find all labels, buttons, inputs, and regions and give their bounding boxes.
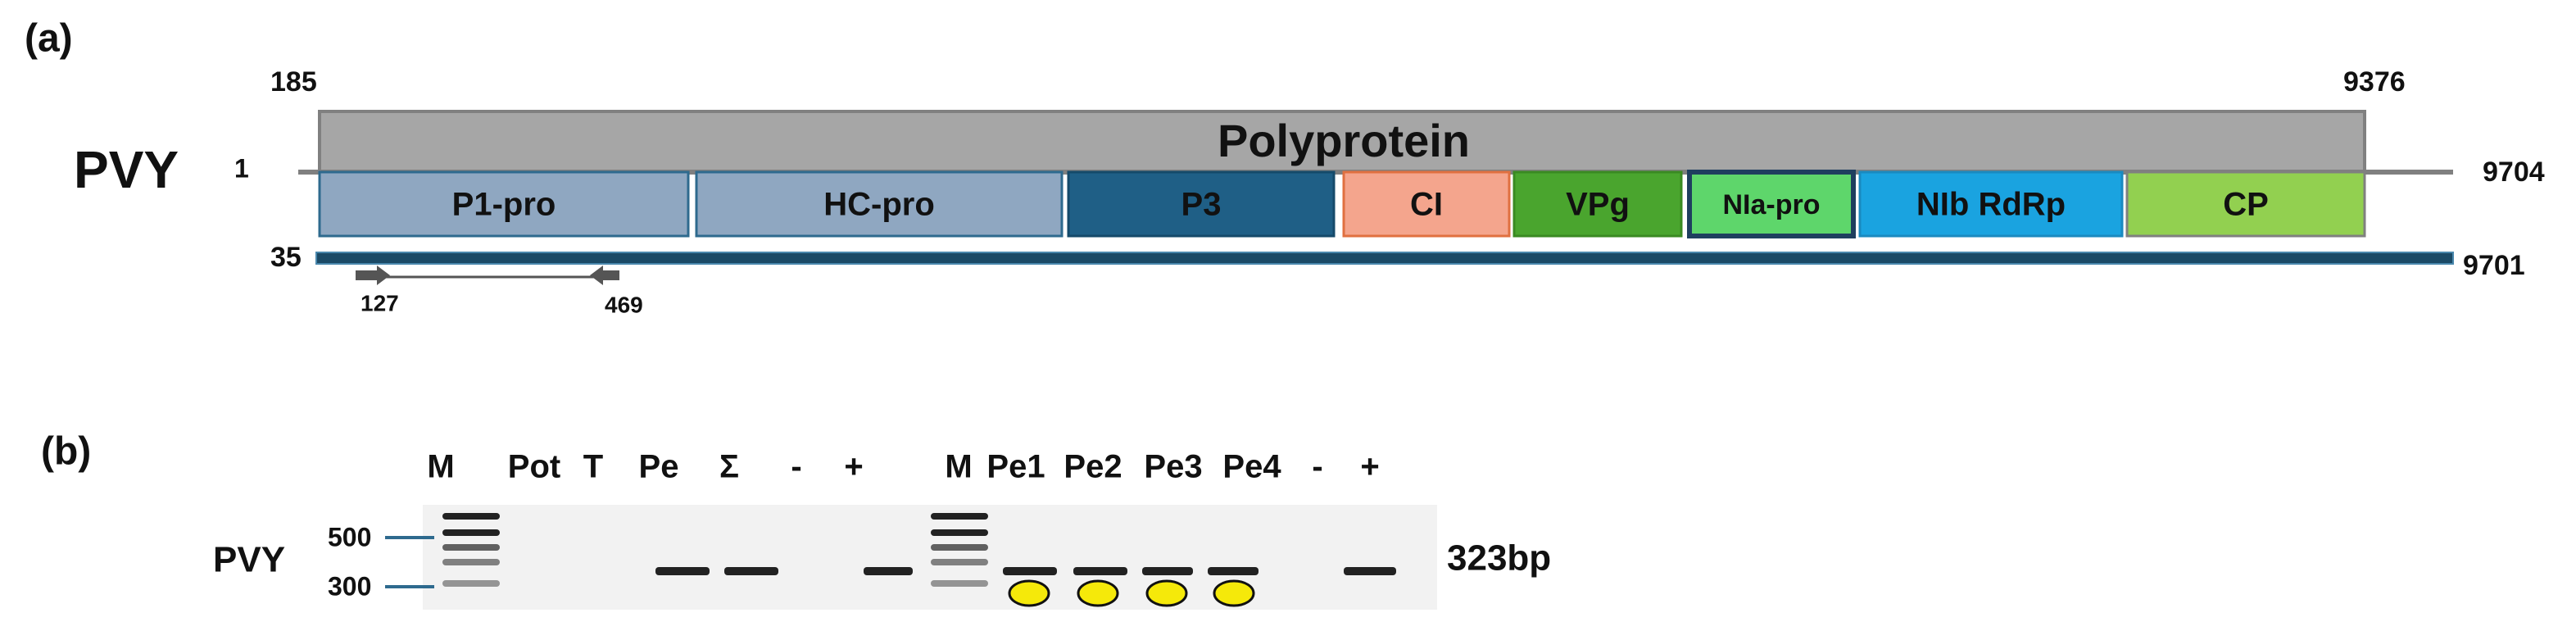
- lane-label: M: [945, 449, 972, 485]
- lane-label: Pe4: [1222, 449, 1281, 485]
- segment: [1067, 170, 1336, 238]
- cds-bar: [315, 252, 2454, 265]
- reverse-primer: [590, 266, 619, 285]
- ladder-band: [442, 559, 500, 565]
- lane-label: Pe: [639, 449, 679, 485]
- panel-label: (b): [41, 430, 91, 474]
- sample-band: [1208, 567, 1259, 575]
- ladder-band: [442, 544, 500, 551]
- gel: [423, 505, 1437, 610]
- genome-start: 1: [234, 153, 249, 183]
- marker-dot: [1008, 579, 1050, 607]
- lane-label: M: [427, 449, 454, 485]
- target-label: PVY: [213, 540, 285, 580]
- lane-label: +: [1360, 449, 1379, 485]
- lane-label: Pe3: [1144, 449, 1202, 485]
- sample-band: [1142, 567, 1193, 575]
- lane-label: Pe2: [1064, 449, 1122, 485]
- segment-label: VPg: [1566, 187, 1630, 223]
- lane-label: Pe1: [986, 449, 1045, 485]
- ladder-band: [931, 580, 988, 587]
- sample-band: [1073, 567, 1127, 575]
- cds-end: 9701: [2463, 250, 2525, 281]
- segment: [1858, 170, 2124, 238]
- lane-label: -: [1312, 449, 1322, 485]
- segment: [1512, 170, 1683, 238]
- forward-primer-pos: 127: [361, 290, 399, 315]
- lane-label: Σ: [719, 449, 739, 485]
- sample-band: [1003, 567, 1057, 575]
- ladder-band: [442, 529, 500, 536]
- segment-label: NIa-pro: [1723, 189, 1821, 220]
- marker-dot: [1213, 579, 1255, 607]
- ladder-band: [931, 544, 988, 551]
- segments: P1-pro HC-pro P3 CI VPg NIa-pro NIb RdRp CP: [318, 170, 2366, 238]
- polyprotein-label: Polyprotein: [1218, 115, 1470, 166]
- ladder-band: [931, 513, 988, 520]
- sample-band: [724, 567, 778, 575]
- segment-label: P1-pro: [452, 187, 556, 223]
- genome-end: 9704: [2483, 157, 2545, 188]
- bands: [442, 513, 1396, 607]
- lane-label: -: [791, 449, 801, 485]
- sample-band: [864, 567, 913, 575]
- lane-label: Pot: [508, 449, 560, 485]
- marker-dot: [1077, 579, 1119, 607]
- reverse-primer-pos: 469: [605, 292, 643, 317]
- product-size: 323bp: [1447, 538, 1551, 579]
- ladder-band: [931, 529, 988, 536]
- ladder-band: [442, 513, 500, 520]
- ladder-band: [442, 580, 500, 587]
- forward-primer: [356, 266, 390, 285]
- lane-label: +: [844, 449, 863, 485]
- segment: [1342, 170, 1511, 238]
- segment: [695, 170, 1064, 238]
- virus-label: PVY: [74, 140, 179, 199]
- polyprotein-end: 9376: [2343, 66, 2406, 98]
- marker-dot: [1145, 579, 1188, 607]
- sample-band: [1344, 567, 1396, 575]
- segment: [1687, 170, 1856, 238]
- marker-label: 300: [328, 571, 371, 601]
- segment-label: CI: [1410, 187, 1443, 223]
- polyprotein-box: [318, 110, 2366, 174]
- segment-label: CP: [2223, 187, 2269, 223]
- segment: [318, 170, 690, 238]
- cds-start: 35: [270, 242, 302, 273]
- lane-label: T: [583, 449, 603, 485]
- segment: [2125, 170, 2366, 238]
- sample-band: [655, 567, 710, 575]
- segment-label: P3: [1181, 187, 1222, 223]
- panel-label: (a): [25, 17, 73, 61]
- marker-label: 500: [328, 522, 371, 551]
- segment-label: NIb RdRp: [1916, 187, 2066, 223]
- ladder-band: [931, 559, 988, 565]
- lane-labels: M Pot T Pe Σ - + M Pe1 Pe2 Pe3 Pe4- +: [427, 449, 1379, 485]
- segment-label: HC-pro: [823, 187, 935, 223]
- polyprotein-start: 185: [270, 66, 317, 98]
